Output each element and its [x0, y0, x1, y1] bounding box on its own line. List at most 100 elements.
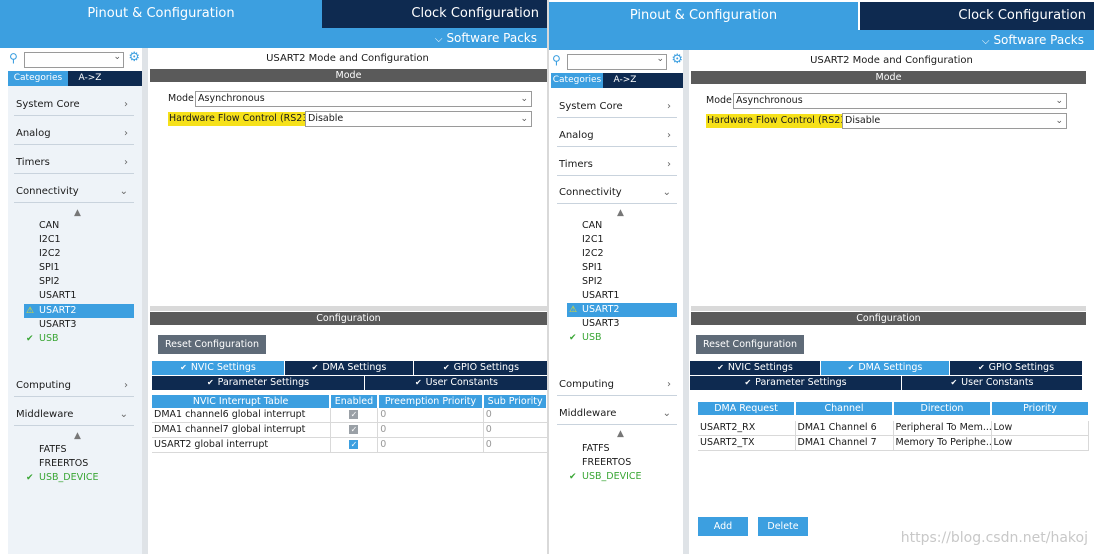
preemption-priority[interactable]: 0	[377, 408, 484, 423]
category-connectivity[interactable]: Connectivity ⌄	[557, 182, 677, 204]
list-item-i2c1[interactable]: I2C1	[582, 234, 604, 245]
tab-nvic-settings[interactable]: ✔ NVIC Settings	[690, 361, 820, 375]
panel-splitter[interactable]	[150, 306, 547, 311]
table-row[interactable]: USART2_RX DMA1 Channel 6 Peripheral To M…	[698, 421, 1089, 436]
sort-icon[interactable]: ▲	[74, 431, 81, 441]
sort-icon[interactable]: ▲	[617, 208, 624, 218]
reset-configuration-button[interactable]: Reset Configuration	[696, 335, 804, 354]
list-item-freertos[interactable]: FREERTOS	[39, 458, 89, 469]
category-label: Connectivity	[559, 187, 622, 198]
sort-icon[interactable]: ▲	[617, 429, 624, 439]
mode-bar: Mode	[691, 71, 1086, 84]
sub-priority[interactable]: 0	[483, 437, 547, 453]
enabled-checkbox[interactable]: ✓	[349, 410, 359, 419]
tab-pinout-configuration[interactable]: Pinout & Configuration	[549, 2, 858, 30]
software-packs-bar[interactable]: ⌵ Software Packs	[0, 28, 547, 48]
sub-priority[interactable]: 0	[483, 422, 547, 438]
dropdown-arrow-icon[interactable]: ⌄	[113, 52, 121, 62]
splitter[interactable]	[142, 48, 148, 554]
category-analog[interactable]: Analog ›	[557, 125, 677, 147]
preemption-priority[interactable]: 0	[377, 437, 484, 453]
delete-button[interactable]: Delete	[758, 517, 808, 536]
tab-parameter-settings[interactable]: ✔ Parameter Settings	[690, 376, 901, 390]
mode-select[interactable]: Asynchronous ⌄	[195, 91, 532, 107]
list-item-can[interactable]: CAN	[39, 220, 60, 231]
tab-parameter-settings[interactable]: ✔ Parameter Settings	[152, 376, 364, 390]
table-row[interactable]: DMA1 channel7 global interrupt ✓ 0 0	[152, 422, 547, 438]
tab-nvic-settings[interactable]: ✔ NVIC Settings	[152, 361, 284, 375]
category-analog[interactable]: Analog ›	[14, 123, 134, 145]
table-row[interactable]: USART2_TX DMA1 Channel 7 Memory To Perip…	[698, 435, 1089, 451]
search-icon[interactable]: ⚲	[552, 53, 561, 67]
list-item-usart2[interactable]: ⚠ USART2	[567, 303, 677, 317]
category-label: System Core	[16, 99, 80, 110]
list-item-i2c2[interactable]: I2C2	[39, 248, 61, 259]
category-system-core[interactable]: System Core ›	[557, 96, 677, 118]
enabled-checkbox[interactable]: ✓	[349, 425, 359, 434]
list-item-fatfs[interactable]: FATFS	[582, 443, 610, 454]
list-item-usb-device[interactable]: ✔ USB_DEVICE	[567, 470, 677, 484]
list-item-usb[interactable]: ✔ USB	[567, 331, 677, 345]
software-packs-bar[interactable]: ⌵ Software Packs	[549, 30, 1094, 50]
category-middleware[interactable]: Middleware ⌄	[14, 404, 134, 426]
splitter[interactable]	[683, 50, 689, 554]
tab-categories[interactable]: Categories	[551, 73, 603, 88]
mode-select[interactable]: Asynchronous ⌄	[733, 93, 1067, 109]
tab-dma-settings[interactable]: ✔ DMA Settings	[821, 361, 949, 375]
tab-a-to-z[interactable]: A->Z	[613, 75, 637, 85]
list-item-i2c2[interactable]: I2C2	[582, 248, 604, 259]
list-item-spi1[interactable]: SPI1	[582, 262, 603, 273]
category-computing[interactable]: Computing ›	[14, 375, 134, 397]
sub-priority[interactable]: 0	[483, 408, 547, 423]
list-item-can[interactable]: CAN	[582, 220, 603, 231]
category-timers[interactable]: Timers ›	[557, 154, 677, 176]
table-row[interactable]: USART2 global interrupt ✓ 0 0	[152, 437, 547, 453]
sort-icon[interactable]: ▲	[74, 208, 81, 218]
search-input[interactable]: ⌄	[567, 54, 667, 70]
tab-dma-settings[interactable]: ✔ DMA Settings	[285, 361, 413, 375]
panel-splitter[interactable]	[691, 306, 1086, 311]
search-input[interactable]: ⌄	[24, 52, 124, 68]
preemption-priority[interactable]: 0	[377, 422, 484, 438]
tab-clock-configuration[interactable]: Clock Configuration	[860, 2, 1094, 30]
list-item-spi1[interactable]: SPI1	[39, 262, 60, 273]
table-row[interactable]: DMA1 channel6 global interrupt ✓ 0 0	[152, 408, 547, 423]
list-item-spi2[interactable]: SPI2	[582, 276, 603, 287]
list-item-usart3[interactable]: USART3	[39, 319, 77, 330]
add-button[interactable]: Add	[698, 517, 748, 536]
dma-channel: DMA1 Channel 6	[795, 421, 894, 436]
list-item-usart2[interactable]: ⚠ USART2	[24, 304, 134, 318]
list-item-usb[interactable]: ✔ USB	[24, 332, 134, 346]
search-icon[interactable]: ⚲	[9, 51, 18, 65]
enabled-checkbox[interactable]: ✓	[349, 440, 359, 449]
dropdown-arrow-icon[interactable]: ⌄	[656, 54, 664, 64]
check-circle-icon: ✔	[977, 363, 985, 372]
tab-user-constants[interactable]: ✔ User Constants	[902, 376, 1082, 390]
gear-icon[interactable]: ⚙	[671, 52, 683, 67]
hardware-flow-control-select[interactable]: Disable ⌄	[842, 113, 1067, 129]
list-item-usb-device[interactable]: ✔ USB_DEVICE	[24, 471, 134, 485]
tab-user-constants[interactable]: ✔ User Constants	[365, 376, 547, 390]
list-item-freertos[interactable]: FREERTOS	[582, 457, 632, 468]
category-label: Timers	[16, 157, 50, 168]
list-item-usart1[interactable]: USART1	[582, 290, 620, 301]
gear-icon[interactable]: ⚙	[128, 50, 140, 65]
reset-configuration-button[interactable]: Reset Configuration	[158, 335, 266, 354]
list-item-fatfs[interactable]: FATFS	[39, 444, 67, 455]
hardware-flow-control-select[interactable]: Disable ⌄	[305, 111, 532, 127]
tab-gpio-settings[interactable]: ✔ GPIO Settings	[950, 361, 1082, 375]
category-computing[interactable]: Computing ›	[557, 374, 677, 396]
category-system-core[interactable]: System Core ›	[14, 94, 134, 116]
list-item-spi2[interactable]: SPI2	[39, 276, 60, 287]
category-timers[interactable]: Timers ›	[14, 152, 134, 174]
tab-categories[interactable]: Categories	[8, 71, 68, 86]
category-connectivity[interactable]: Connectivity ⌄	[14, 181, 134, 203]
list-item-usart1[interactable]: USART1	[39, 290, 77, 301]
list-item-usart3[interactable]: USART3	[582, 318, 620, 329]
tab-clock-configuration[interactable]: Clock Configuration	[322, 0, 547, 28]
tab-a-to-z[interactable]: A->Z	[78, 73, 102, 83]
tab-pinout-configuration[interactable]: Pinout & Configuration	[0, 0, 322, 28]
category-middleware[interactable]: Middleware ⌄	[557, 403, 677, 425]
tab-gpio-settings[interactable]: ✔ GPIO Settings	[414, 361, 547, 375]
list-item-i2c1[interactable]: I2C1	[39, 234, 61, 245]
